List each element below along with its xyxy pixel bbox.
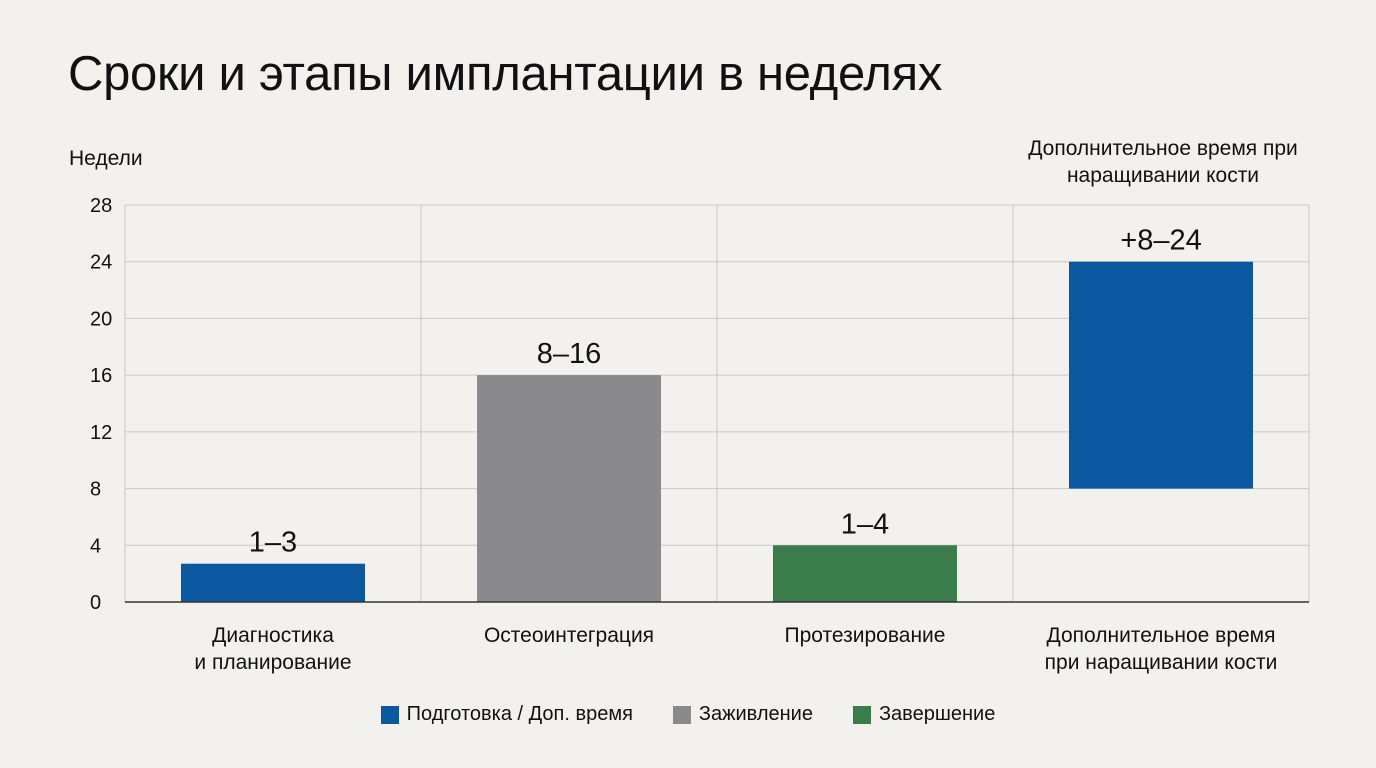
- legend-item-healing: Заживление: [672, 703, 813, 726]
- bar-value-label: 8–16: [537, 338, 602, 370]
- legend-item-preparation: Подготовка / Доп. время: [380, 703, 633, 726]
- chart-title: Сроки и этапы имплантации в неделях: [68, 47, 943, 101]
- legend: Подготовка / Доп. время Заживление Завер…: [0, 703, 1376, 726]
- x-tick-label: Протезирование: [785, 624, 946, 647]
- y-tick-label: 28: [90, 195, 112, 217]
- bar: [1069, 261, 1253, 489]
- x-tick-label: Дополнительное время при наращивании кост…: [1045, 624, 1278, 674]
- legend-swatch-healing: [672, 705, 691, 724]
- x-tick-label: Остеоинтеграция: [484, 624, 654, 647]
- bar-value-label: 1–4: [841, 508, 889, 540]
- bar: [181, 563, 365, 602]
- y-tick-label: 4: [90, 535, 101, 557]
- extra-time-note: Дополнительное время при наращивании кос…: [1028, 137, 1298, 187]
- y-tick-label: 24: [90, 252, 112, 274]
- y-tick-label: 0: [90, 592, 101, 614]
- bar: [773, 545, 957, 602]
- axis-layer: 0 4 8 12 16 20 24 28 Диагностика и планирование Ос…: [90, 195, 1309, 674]
- y-tick-label: 8: [90, 479, 101, 501]
- bar-value-label: +8–24: [1120, 225, 1201, 257]
- x-tick-label: Диагностика и планирование: [194, 624, 351, 674]
- legend-item-completion: Завершение: [852, 703, 996, 726]
- legend-swatch-preparation: [380, 705, 399, 724]
- legend-swatch-completion: [852, 705, 871, 724]
- bar-value-label: 1–3: [249, 527, 297, 559]
- bar: [477, 375, 661, 602]
- y-axis-label: Недели: [69, 147, 143, 170]
- y-tick-label: 16: [90, 365, 112, 387]
- legend-label-completion: Завершение: [878, 703, 996, 725]
- y-tick-label: 20: [90, 308, 112, 330]
- bars-layer: 1–3 8–16 1–4 +8–24: [181, 225, 1253, 602]
- legend-label-healing: Заживление: [698, 703, 813, 725]
- y-tick-label: 12: [90, 422, 112, 444]
- legend-label-preparation: Подготовка / Доп. время: [406, 703, 633, 725]
- bar-chart: 1–3 8–16 1–4 +8–24 0 4 8 12 16 20 24 28 Диагностика…: [90, 195, 1310, 674]
